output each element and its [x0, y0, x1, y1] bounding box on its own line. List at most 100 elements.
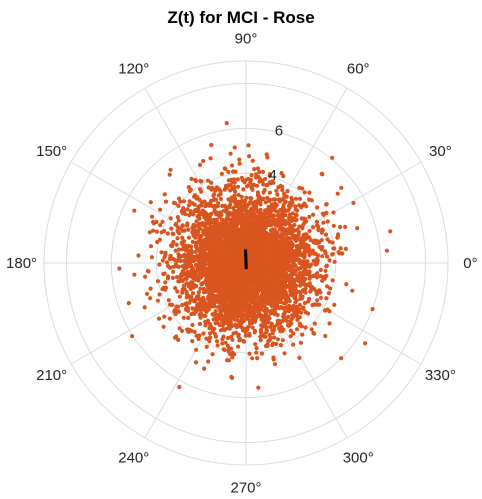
- data-point: [117, 266, 122, 271]
- data-point: [165, 231, 170, 236]
- data-point: [187, 273, 192, 279]
- data-point: [231, 221, 236, 226]
- data-point: [275, 312, 280, 317]
- data-point: [282, 271, 287, 276]
- data-point: [284, 237, 289, 242]
- data-point: [243, 217, 248, 222]
- data-point: [175, 236, 180, 241]
- data-point: [225, 212, 230, 217]
- data-point: [303, 232, 308, 237]
- data-point: [297, 355, 302, 360]
- angle-tick-label: 270°: [230, 479, 261, 496]
- data-point: [312, 302, 317, 307]
- angle-tick-label: 30°: [429, 143, 452, 160]
- data-point: [186, 261, 191, 266]
- data-point: [258, 202, 263, 207]
- data-point: [215, 317, 220, 322]
- data-point: [325, 307, 330, 312]
- data-point: [299, 216, 304, 221]
- data-point: [323, 232, 329, 237]
- data-point: [327, 321, 332, 326]
- data-point: [190, 266, 195, 271]
- data-point: [230, 375, 235, 380]
- data-point: [199, 179, 204, 184]
- data-point: [318, 267, 323, 273]
- data-point: [330, 155, 335, 160]
- data-point: [275, 337, 280, 342]
- data-point: [181, 283, 187, 288]
- data-point: [238, 216, 243, 221]
- data-point: [194, 219, 199, 224]
- data-point: [216, 201, 221, 206]
- data-point: [229, 256, 234, 261]
- data-point: [219, 259, 224, 264]
- data-point: [240, 278, 245, 283]
- data-point: [325, 219, 330, 224]
- data-point: [272, 227, 277, 232]
- data-point: [282, 246, 287, 251]
- data-point: [198, 252, 203, 257]
- data-point: [163, 199, 169, 204]
- data-point: [213, 321, 218, 326]
- data-point: [256, 385, 261, 390]
- data-point: [280, 292, 285, 297]
- data-point: [288, 334, 293, 339]
- data-point: [201, 331, 206, 336]
- data-point: [229, 195, 234, 200]
- data-point: [197, 162, 203, 167]
- data-point: [209, 142, 214, 148]
- data-point: [156, 316, 162, 321]
- data-point: [230, 217, 235, 222]
- data-point: [302, 300, 307, 306]
- data-point: [194, 240, 199, 245]
- data-point: [252, 330, 257, 335]
- data-point: [220, 284, 225, 289]
- data-point: [207, 299, 212, 304]
- data-point: [233, 230, 238, 235]
- data-point: [254, 248, 259, 253]
- data-point: [302, 253, 307, 258]
- data-point: [298, 340, 303, 345]
- data-point: [224, 238, 229, 243]
- data-point: [297, 260, 302, 265]
- data-point: [260, 302, 265, 307]
- data-point: [270, 328, 275, 333]
- data-point: [332, 302, 337, 307]
- data-point: [254, 267, 259, 272]
- data-point: [245, 243, 250, 248]
- data-point: [186, 203, 192, 208]
- data-point: [231, 311, 236, 316]
- data-point: [272, 206, 277, 211]
- data-point: [190, 280, 195, 285]
- data-point: [223, 222, 228, 227]
- data-point: [232, 317, 237, 322]
- data-point: [331, 210, 336, 215]
- data-point: [239, 229, 244, 234]
- data-point: [291, 249, 296, 254]
- data-point: [132, 208, 137, 213]
- data-point: [256, 282, 261, 288]
- data-point: [223, 301, 228, 307]
- data-point: [285, 275, 291, 280]
- data-point: [272, 362, 278, 367]
- data-point: [257, 287, 262, 292]
- data-point: [167, 316, 172, 321]
- data-point: [171, 232, 176, 237]
- data-point: [307, 214, 312, 219]
- data-point: [230, 169, 236, 174]
- data-point: [265, 217, 271, 222]
- data-point: [288, 240, 293, 245]
- data-point: [170, 302, 175, 307]
- data-point: [265, 265, 270, 270]
- data-point: [268, 324, 273, 329]
- data-point: [253, 215, 258, 220]
- data-point: [314, 292, 319, 297]
- data-point: [205, 178, 211, 183]
- data-point: [145, 269, 150, 274]
- data-point: [175, 228, 180, 233]
- data-point: [235, 184, 241, 189]
- data-point: [197, 321, 203, 327]
- data-point: [212, 238, 217, 243]
- data-point: [239, 175, 244, 180]
- data-point: [305, 259, 310, 264]
